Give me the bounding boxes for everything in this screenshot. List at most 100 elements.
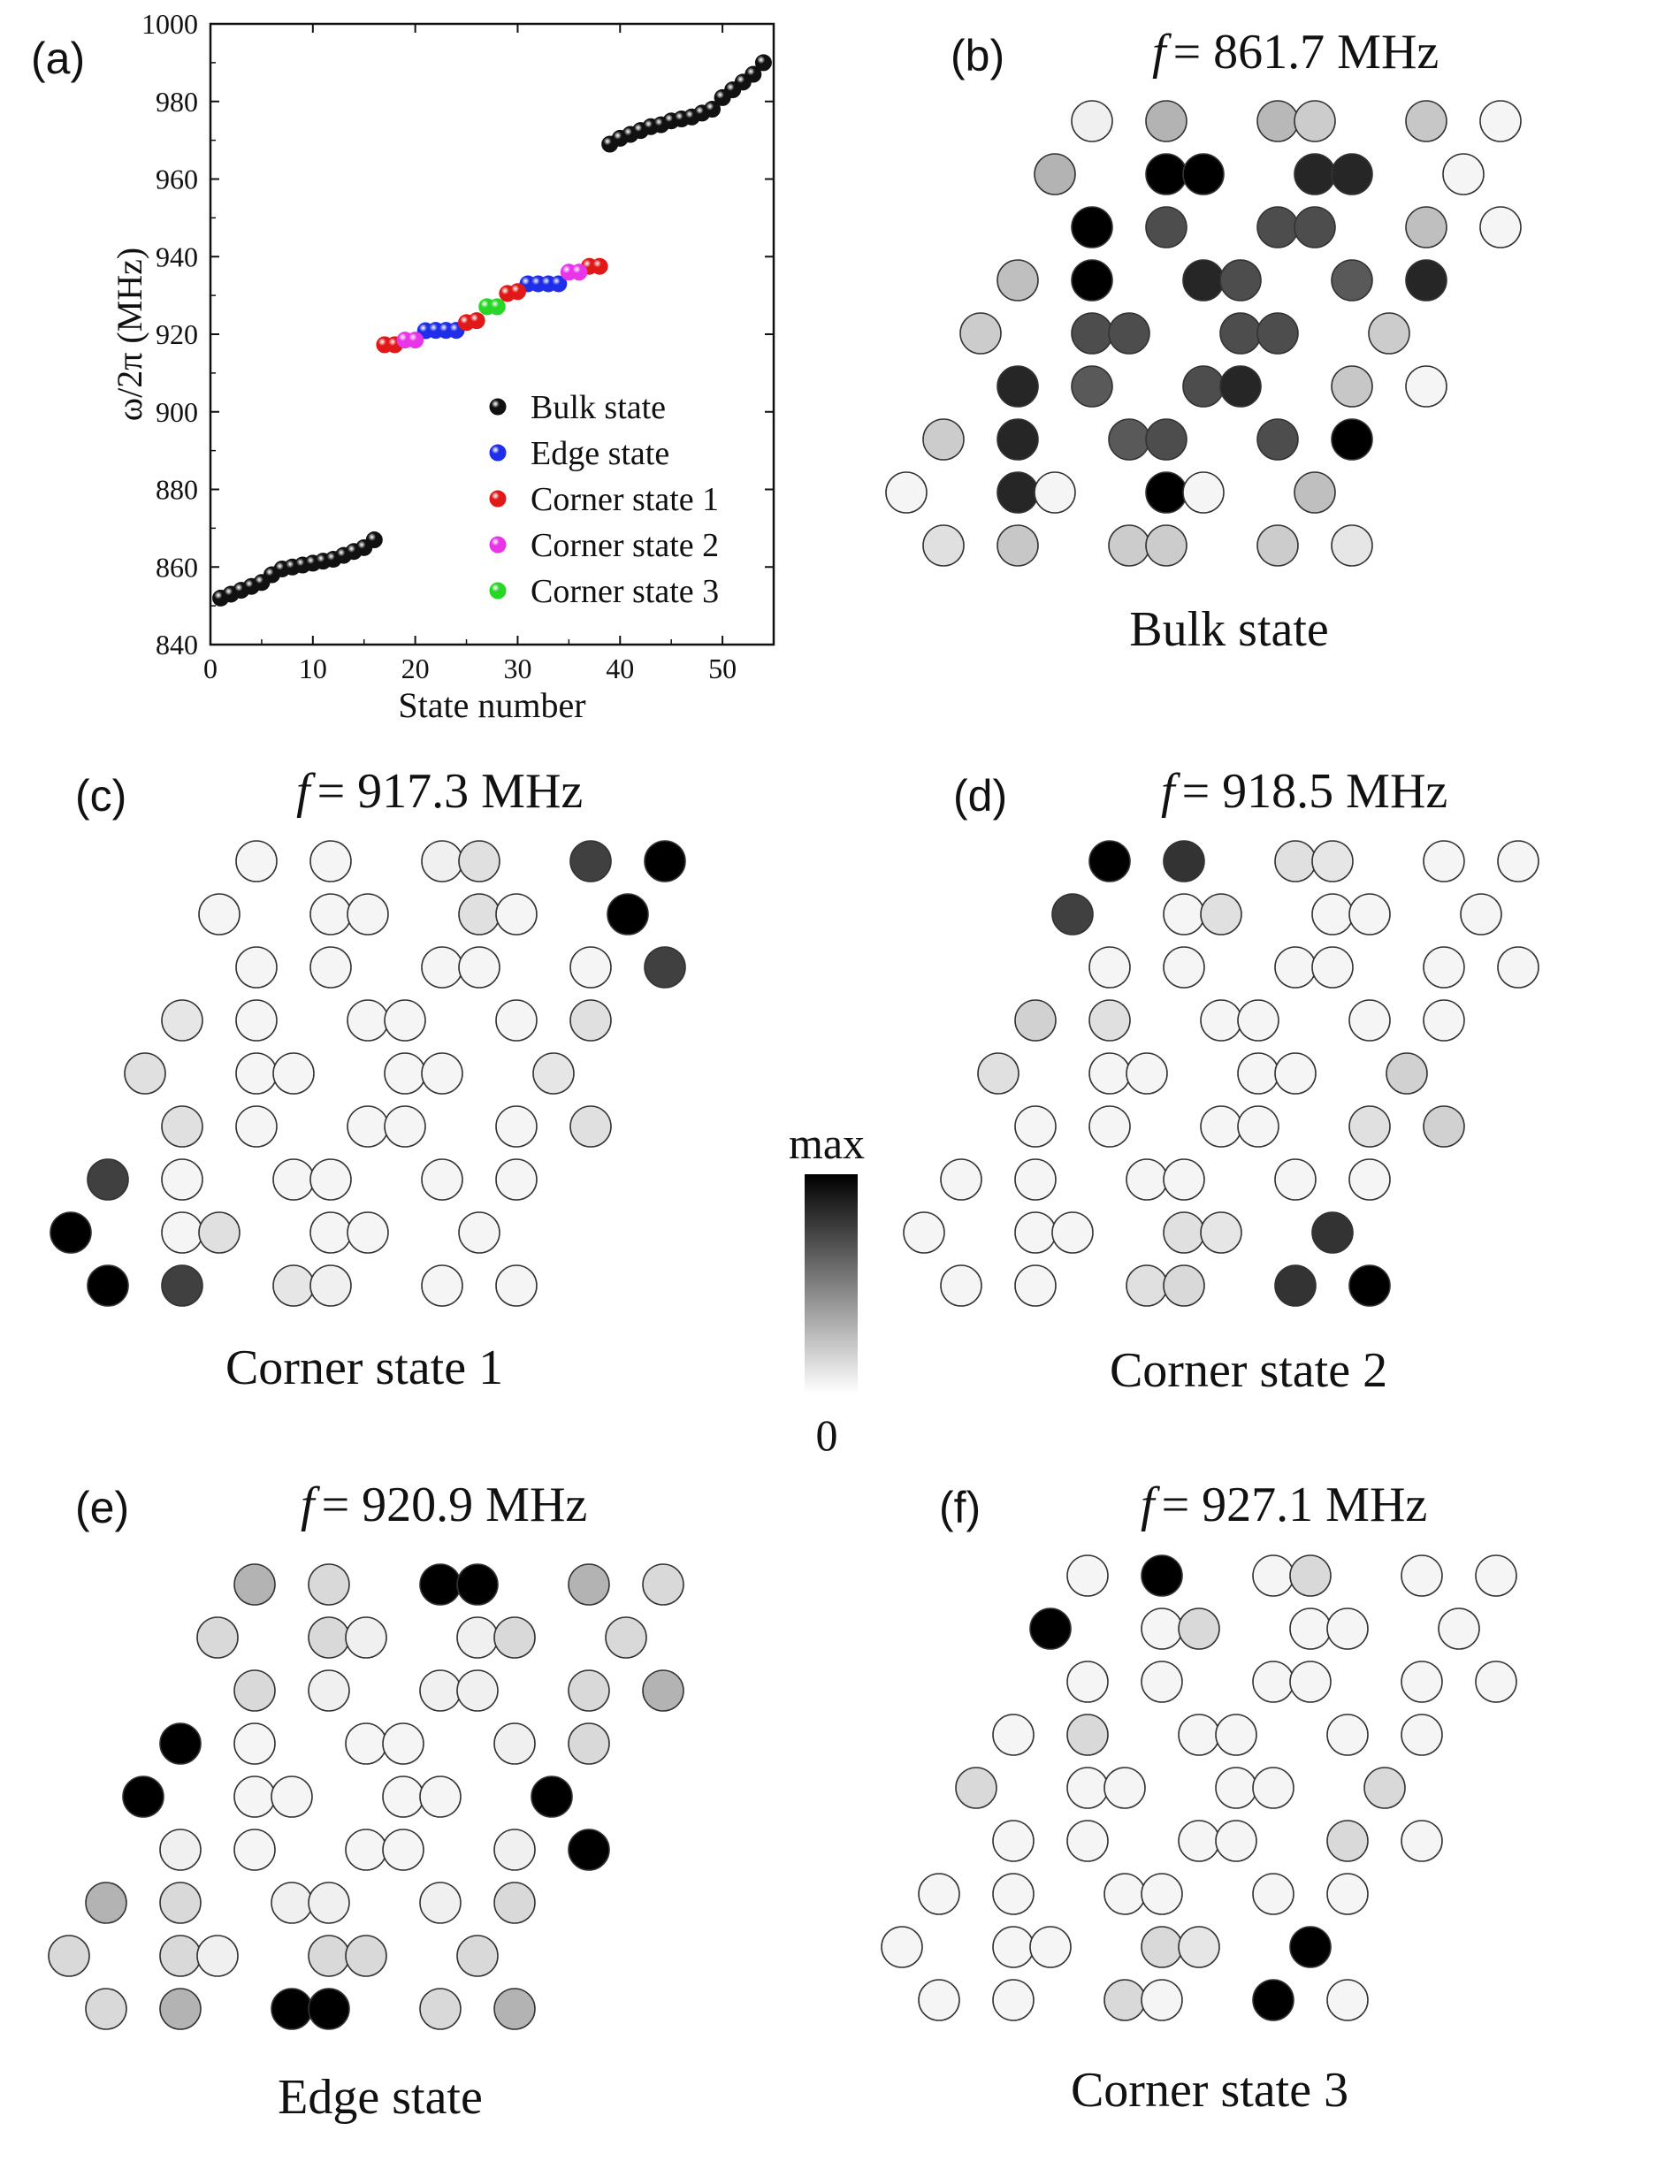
lattice-site (1178, 1607, 1220, 1650)
lattice-site (1219, 312, 1262, 355)
legend: Bulk state Edge state Corner state 1 Corner… (489, 389, 719, 610)
lattice-site (493, 1882, 536, 1924)
x-tick-label: 20 (401, 653, 430, 684)
lattice-site (493, 1988, 536, 2030)
panel-f-caption: Corner state 3 (1071, 2063, 1348, 2118)
lattice-site (1034, 471, 1076, 514)
lattice-site (1401, 1714, 1443, 1756)
lattice-site (1289, 1661, 1332, 1703)
lattice-site (235, 840, 278, 882)
lattice-site (419, 1988, 462, 2030)
lattice-site (881, 1926, 923, 1968)
lattice-site (198, 893, 241, 935)
lattice-site (1252, 1554, 1294, 1597)
lattice-site (493, 1829, 536, 1871)
lattice-site (1274, 946, 1317, 989)
legend-entry: Corner state 1 (531, 481, 719, 518)
x-tick-label: 10 (299, 653, 327, 684)
lattice-site (456, 1669, 499, 1712)
lattice-site (1088, 1052, 1131, 1095)
lattice-site (161, 999, 203, 1042)
lattice-site (997, 524, 1039, 567)
site-grid-f (881, 1554, 1517, 2021)
lattice-site (1103, 1767, 1146, 1809)
lattice-site (1088, 946, 1131, 989)
lattice-site (1363, 1767, 1406, 1809)
lattice-site (308, 1563, 350, 1606)
lattice-site (159, 1829, 202, 1871)
lattice-site (309, 840, 352, 882)
lattice-site (271, 1775, 313, 1818)
lattice-site (1182, 365, 1225, 408)
lattice-site (569, 840, 612, 882)
panel-b-letter: (b) (951, 31, 1004, 80)
y-tick-label: 920 (156, 318, 198, 350)
panel-d-caption: Corner state 2 (1110, 1343, 1387, 1398)
lattice-site (1386, 1052, 1428, 1095)
lattice-site (918, 1873, 960, 1915)
lattice-site (1274, 840, 1317, 882)
lattice-site (235, 1052, 278, 1095)
lattice-site (235, 1105, 278, 1148)
lattice-site (1163, 946, 1205, 989)
lattice-site (1405, 206, 1447, 248)
lattice-site (493, 1616, 536, 1659)
colorbar-min-label: 0 (816, 1410, 838, 1460)
lattice-site (85, 1988, 127, 2030)
lattice-site (1182, 259, 1225, 302)
lattice-site (1215, 1767, 1257, 1809)
lattice-site (1311, 946, 1354, 989)
lattice-site (1294, 100, 1336, 142)
x-tick-label: 30 (503, 653, 531, 684)
lattice-site (1256, 312, 1299, 355)
lattice-site (1145, 524, 1187, 567)
lattice-site (456, 1935, 499, 1977)
lattice-site (235, 999, 278, 1042)
lattice-site (568, 1722, 610, 1765)
lattice-site (85, 1882, 127, 1924)
lattice-site (1401, 1820, 1443, 1862)
lattice-site (382, 1829, 424, 1871)
panel-c: (c) f = 917.3 MHz Corner state 1 (50, 764, 686, 1395)
lattice-site (495, 1158, 538, 1201)
lattice-site (1274, 1052, 1317, 1095)
point-corner-state-1 (591, 257, 608, 275)
lattice-site (1311, 893, 1354, 935)
lattice-site (419, 1669, 462, 1712)
lattice-site (569, 999, 612, 1042)
lattice-site (1108, 312, 1150, 355)
lattice-site (1145, 206, 1187, 248)
lattice-site (347, 1105, 389, 1148)
x-axis-label: State number (398, 685, 585, 725)
lattice-site (568, 1669, 610, 1712)
lattice-site (940, 1264, 982, 1307)
lattice-site (992, 1873, 1035, 1915)
lattice-site (1034, 153, 1076, 195)
lattice-site (421, 1158, 463, 1201)
panel-d-letter: (d) (953, 771, 1007, 821)
lattice-site (1405, 365, 1447, 408)
lattice-site (1182, 471, 1225, 514)
lattice-site (1368, 312, 1410, 355)
lattice-site (1256, 418, 1299, 461)
lattice-site (272, 1158, 315, 1201)
lattice-site (308, 1669, 350, 1712)
lattice-site (161, 1211, 203, 1254)
panel-e-frequency: f = 920.9 MHz (301, 1478, 587, 1532)
lattice-site (1103, 1979, 1146, 2021)
lattice-site (642, 1669, 684, 1712)
lattice-site (1219, 365, 1262, 408)
lattice-site (992, 1820, 1035, 1862)
lattice-site (1066, 1820, 1109, 1862)
lattice-site (1237, 999, 1279, 1042)
y-tick-label: 1000 (141, 8, 198, 40)
lattice-site (1252, 1873, 1294, 1915)
lattice-site (456, 1563, 499, 1606)
lattice-site (992, 1714, 1035, 1756)
point-bulk-state (704, 101, 722, 118)
lattice-site (1215, 1820, 1257, 1862)
lattice-site (458, 840, 500, 882)
lattice-site (997, 365, 1039, 408)
lattice-site (644, 946, 686, 989)
lattice-site (1088, 999, 1131, 1042)
